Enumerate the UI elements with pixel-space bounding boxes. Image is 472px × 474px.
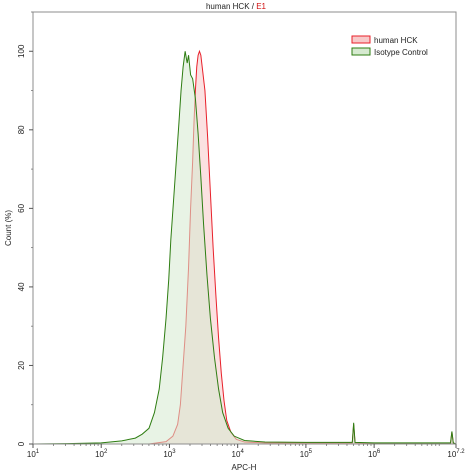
- x-tick-label: 101: [27, 449, 40, 459]
- legend: human HCK Isotype Control: [351, 35, 428, 57]
- y-tick-label: 20: [17, 360, 26, 369]
- y-axis: 0 20 40 60 80 100: [17, 11, 33, 446]
- chart-title: human HCK / E1: [206, 2, 267, 11]
- legend-swatch: [351, 35, 371, 44]
- y-axis-title: Count (%): [4, 210, 13, 246]
- x-axis-title: APC-H: [232, 463, 257, 472]
- legend-label: human HCK: [374, 36, 418, 45]
- y-tick-label: 0: [17, 441, 26, 446]
- x-tick-label: 107.2: [447, 449, 465, 459]
- x-tick-label: 102: [95, 449, 108, 459]
- chart-title-part: /: [250, 2, 257, 11]
- legend-label: Isotype Control: [374, 48, 428, 57]
- x-axis: 101 102 103 104 105 106 107.2: [27, 444, 465, 459]
- x-tick-label: 105: [300, 449, 313, 459]
- legend-swatch: [351, 47, 371, 56]
- y-tick-label: 100: [17, 44, 26, 58]
- series-layer: [32, 49, 457, 445]
- y-tick-label: 40: [17, 282, 26, 291]
- y-tick-label: 80: [17, 125, 26, 134]
- plot-frame: [32, 11, 457, 445]
- chart-title-part: human HCK: [206, 2, 250, 11]
- series-line-isotype-control: [32, 51, 457, 445]
- x-tick-label: 106: [368, 449, 381, 459]
- x-tick-label: 103: [163, 449, 176, 459]
- y-tick-label: 60: [17, 203, 26, 212]
- chart-title-part: E1: [256, 2, 266, 11]
- x-tick-label: 104: [232, 449, 245, 459]
